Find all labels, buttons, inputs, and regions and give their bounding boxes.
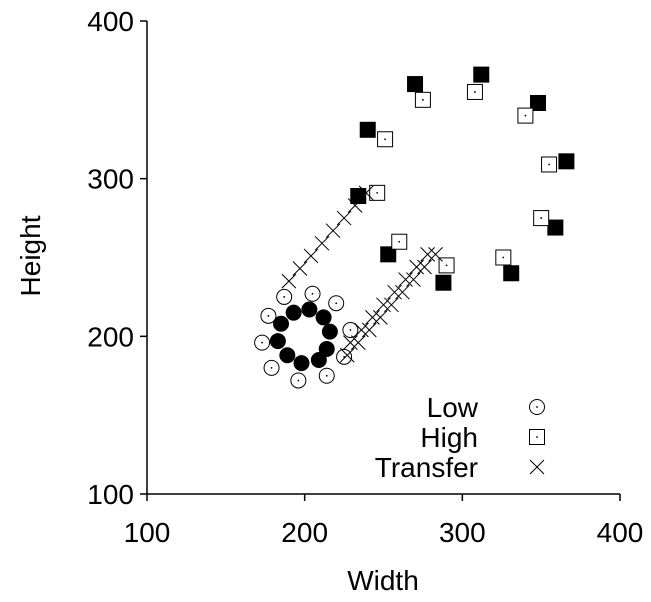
point-high — [533, 210, 550, 227]
point-high-filled — [473, 66, 490, 83]
point-transfer — [314, 235, 330, 251]
point-transfer — [336, 210, 352, 226]
point-transfer — [339, 347, 355, 363]
x-tick-label: 300 — [439, 517, 486, 548]
point-high-filled — [547, 219, 564, 236]
point-high — [377, 131, 394, 148]
point-low — [276, 288, 293, 305]
point-transfer — [303, 248, 319, 264]
y-tick-label: 400 — [87, 6, 134, 37]
point-high — [517, 107, 534, 124]
x-tick-label: 400 — [597, 517, 644, 548]
point-transfer — [428, 246, 443, 262]
point-high-filled — [530, 94, 547, 111]
point-low — [254, 334, 271, 351]
point-transfer — [384, 297, 399, 313]
point-high-filled — [350, 188, 367, 205]
point-high — [495, 249, 512, 266]
point-high — [466, 83, 483, 100]
point-low-filled — [321, 323, 338, 340]
point-high — [369, 184, 386, 201]
axes — [140, 20, 621, 501]
x-tick-label: 200 — [281, 517, 328, 548]
point-low-filled — [273, 315, 290, 332]
point-low — [263, 359, 280, 376]
point-low — [304, 285, 321, 302]
point-low — [260, 307, 277, 324]
point-transfer — [292, 261, 308, 276]
point-low-filled — [269, 333, 286, 350]
point-high — [541, 156, 558, 173]
y-tick-label: 200 — [87, 321, 134, 352]
point-transfer — [406, 272, 421, 287]
point-transfer — [350, 335, 366, 350]
legend-marker-low — [529, 399, 545, 415]
point-high — [414, 91, 431, 108]
point-low-filled — [318, 340, 335, 357]
point-transfer — [361, 322, 377, 338]
point-high-filled — [359, 121, 376, 138]
x-axis-label: Width — [347, 565, 419, 596]
point-transfer — [325, 223, 341, 239]
point-high-filled — [435, 274, 452, 291]
point-transfer — [420, 246, 436, 262]
legend-label-low: Low — [427, 392, 479, 423]
point-transfer — [398, 272, 413, 287]
point-low — [342, 322, 359, 339]
legend-label-high: High — [420, 422, 478, 453]
point-low-filled — [293, 355, 310, 372]
point-low-filled — [279, 347, 296, 364]
data-marks — [254, 66, 575, 389]
point-transfer — [372, 310, 388, 325]
point-transfer — [347, 198, 363, 213]
point-low-filled — [301, 301, 318, 318]
y-axis-label: Height — [15, 215, 46, 296]
point-transfer — [417, 259, 432, 275]
point-high-filled — [503, 265, 520, 282]
point-low — [290, 372, 307, 389]
legend-marker-high — [529, 429, 545, 445]
point-transfer — [387, 284, 402, 300]
point-high — [438, 257, 455, 274]
point-high-filled — [380, 246, 397, 263]
y-tick-label: 100 — [87, 479, 134, 510]
point-transfer — [343, 335, 358, 350]
point-high — [391, 233, 408, 250]
point-low — [318, 367, 335, 384]
y-tick-label: 300 — [87, 164, 134, 195]
point-low-filled — [310, 351, 327, 368]
point-high-filled — [407, 76, 424, 93]
legend-marker-transfer — [529, 459, 545, 475]
point-high-filled — [558, 153, 575, 170]
point-transfer — [281, 273, 297, 289]
point-transfer — [365, 310, 380, 325]
point-low-filled — [285, 304, 302, 321]
point-transfer — [395, 284, 410, 300]
point-low — [328, 295, 345, 312]
point-transfer — [376, 297, 391, 313]
point-transfer — [358, 185, 374, 201]
legend-label-transfer: Transfer — [375, 452, 478, 483]
point-low-filled — [315, 309, 332, 326]
tick-labels: 100 200 300 400 100 200 300 400 — [87, 6, 643, 548]
x-tick-label: 100 — [124, 517, 171, 548]
point-transfer — [409, 259, 424, 275]
point-transfer — [354, 322, 369, 338]
